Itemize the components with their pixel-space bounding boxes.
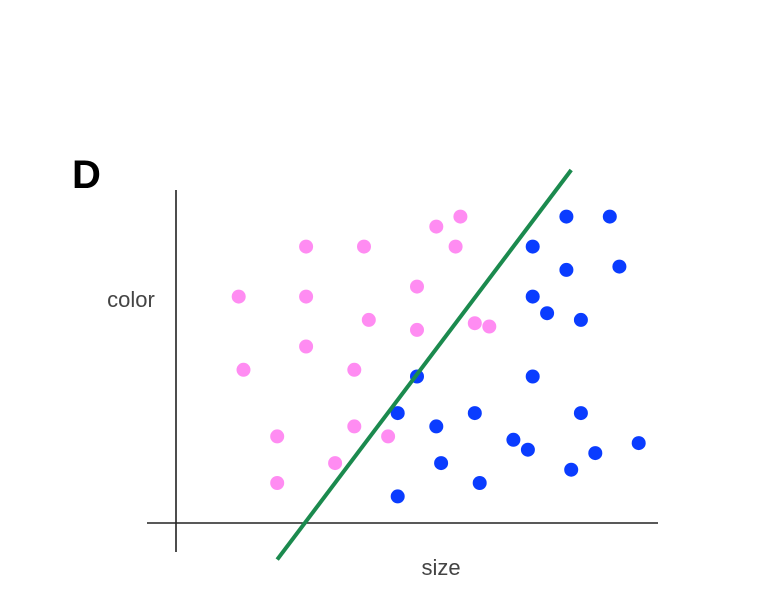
scatter-point-series-1-1 [602,209,617,224]
scatter-point-series-1-10 [390,406,405,421]
scatter-point-series-0-18 [328,456,343,471]
scatter-point-series-1-9 [525,369,540,384]
scatter-point-series-0-6 [299,289,314,304]
scatter-point-series-0-4 [453,209,468,224]
scatter-point-series-1-20 [472,476,487,490]
scatter-point-series-1-2 [525,239,540,254]
scatter-point-series-1-5 [525,289,540,304]
scatter-point-series-0-5 [448,239,463,254]
scatter-point-series-1-21 [390,489,405,504]
scatter-point-series-1-13 [573,406,588,421]
y-axis-label: color [107,287,155,312]
scatter-point-series-1-14 [506,432,521,447]
scatter-point-series-0-0 [231,289,246,304]
scatter-point-series-0-1 [299,239,314,254]
scatter-point-series-0-14 [347,362,362,377]
scatter-point-series-0-9 [410,322,424,337]
scatter-point-series-0-19 [270,476,285,490]
scatter-point-series-1-4 [612,259,627,274]
scatter-point-series-1-15 [520,442,535,457]
scatter-point-series-1-6 [540,306,555,321]
x-axis-label: size [421,555,460,580]
scatter-point-series-1-16 [588,446,603,461]
scatter-point-series-0-10 [467,316,482,331]
scatter-point-series-1-7 [573,312,588,327]
scatter-point-series-1-18 [434,456,449,471]
scatter-point-series-0-13 [236,362,251,377]
scatter-point-series-1-17 [631,436,646,451]
scatter-point-series-1-3 [559,262,574,277]
scatter-point-series-0-2 [357,239,371,254]
scatter-point-series-0-16 [347,419,362,434]
scatter-point-series-0-8 [361,312,376,327]
scatter-point-series-0-7 [410,279,424,294]
scatter-point-series-1-12 [467,406,482,421]
scatter-point-series-0-12 [299,339,314,354]
panel-label: D [72,153,101,197]
decision-boundary-line [275,168,573,561]
scatter-point-series-0-17 [381,429,396,444]
points-layer [231,209,646,504]
scatter-point-series-1-11 [429,419,444,434]
scatter-point-series-1-19 [564,462,579,477]
scatter-point-series-0-11 [482,319,497,334]
scatter-point-series-0-3 [429,219,444,234]
scatter-point-series-0-15 [270,429,285,444]
scatter-point-series-1-0 [559,209,574,224]
